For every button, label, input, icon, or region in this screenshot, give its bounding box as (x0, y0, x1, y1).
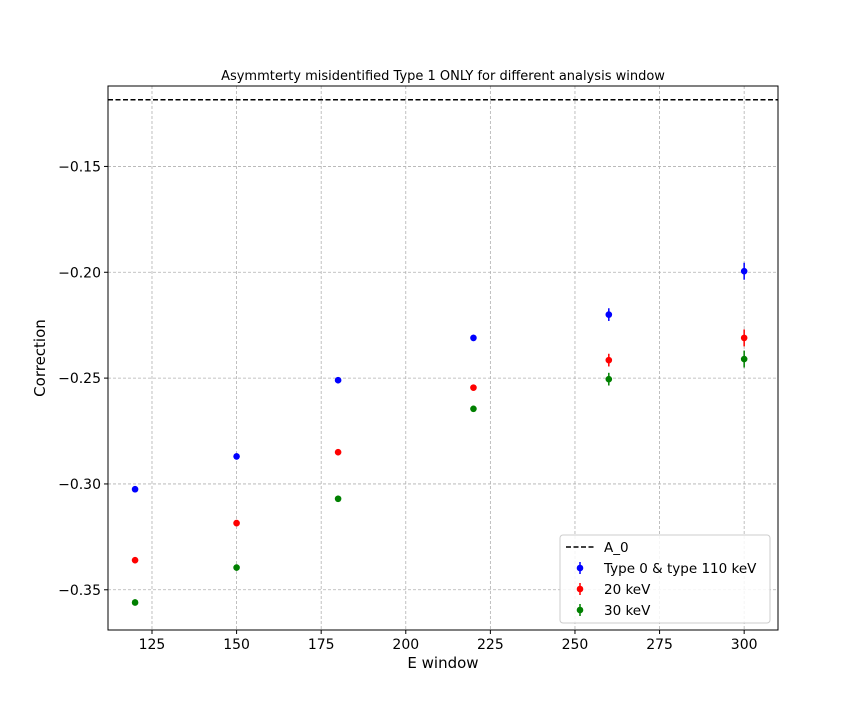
data-point (740, 355, 748, 363)
data-point (470, 334, 477, 342)
x-tick-label: 150 (223, 637, 250, 653)
data-point (233, 564, 240, 571)
data-point (131, 599, 139, 606)
y-tick-label: −0.30 (58, 477, 101, 493)
y-tick-label: −0.25 (58, 371, 101, 387)
legend-label-series-1: Type 0 & type 110 keV (603, 561, 757, 577)
data-point (334, 376, 342, 384)
y-tick-label: −0.15 (58, 159, 101, 175)
x-tick-label: 200 (392, 637, 419, 653)
x-tick-label: 250 (562, 637, 589, 653)
series-1 (131, 262, 748, 493)
data-point (740, 267, 748, 275)
y-axis-title: Correction (31, 319, 49, 397)
series-2 (131, 329, 748, 564)
x-tick-label: 275 (646, 637, 673, 653)
x-tick-label: 175 (308, 637, 335, 653)
y-tick-label: −0.20 (58, 265, 101, 281)
data-point (233, 453, 240, 460)
x-tick-label: 125 (139, 637, 166, 653)
data-point (470, 405, 477, 413)
plot-frame (107, 85, 779, 631)
legend-items: A_0 Type 0 & type 110 keV 20 keV 30 keV (566, 540, 757, 619)
data-layer (131, 262, 748, 606)
x-tick-label: 300 (731, 637, 758, 653)
legend-label-series-2: 20 keV (604, 582, 651, 598)
data-point (131, 485, 139, 493)
y-tick-label: −0.35 (58, 583, 101, 599)
data-point (605, 311, 613, 318)
chart-title: Asymmterty misidentified Type 1 ONLY for… (221, 69, 665, 84)
legend-box (559, 534, 771, 624)
legend-label-series-3: 30 keV (604, 603, 651, 619)
tick-layer: 125 150 175 200 225 250 275 300 −0.15 −0.20 −0.25 −… (58, 159, 757, 653)
legend-label-a0: A_0 (604, 540, 629, 556)
data-point (233, 519, 240, 527)
x-axis-title: E window (407, 654, 478, 672)
x-tick-label: 225 (477, 637, 504, 653)
data-point (605, 375, 613, 383)
data-point (334, 448, 342, 456)
legend: A_0 Type 0 & type 110 keV 20 keV 30 keV (559, 534, 771, 624)
legend-marker (576, 564, 584, 572)
legend-marker (576, 585, 584, 593)
data-point (740, 334, 748, 342)
data-point (131, 556, 139, 564)
data-point (334, 495, 342, 503)
data-point (605, 356, 613, 364)
legend-marker (576, 606, 584, 614)
series-3 (131, 350, 748, 606)
data-point (470, 384, 477, 391)
